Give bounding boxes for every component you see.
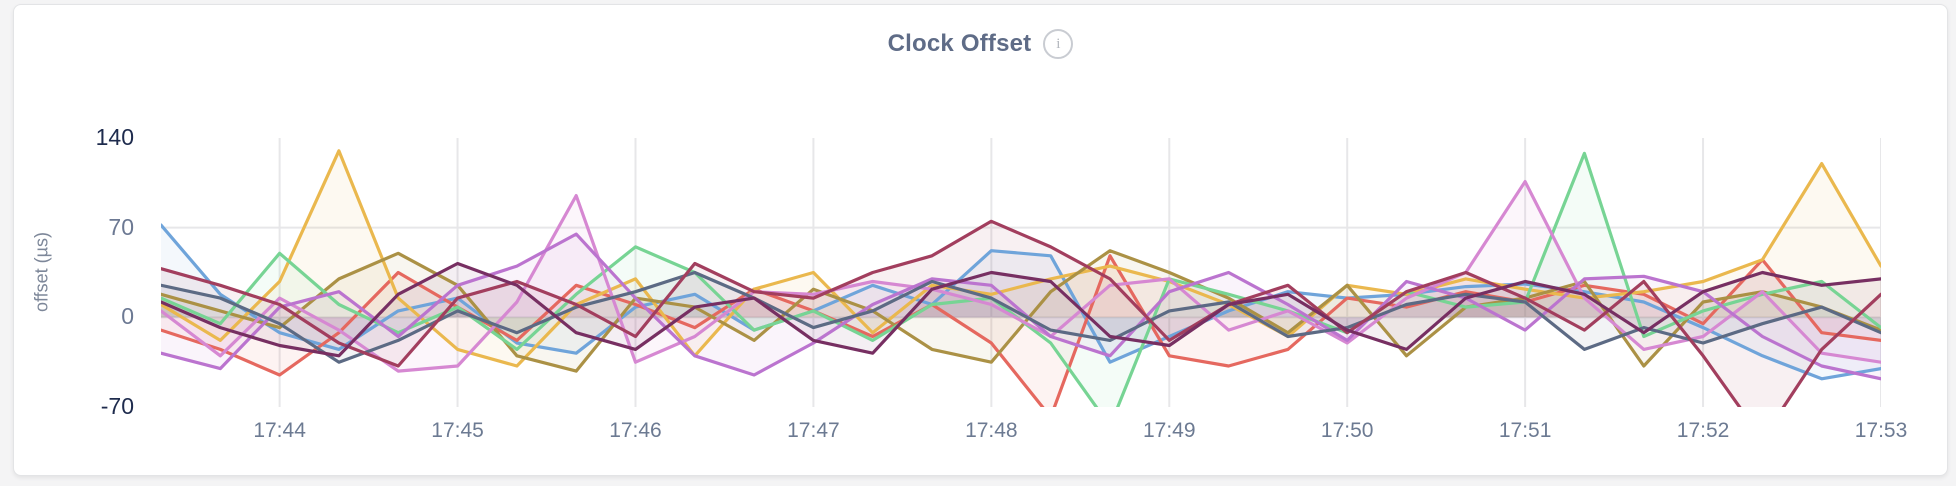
series-salmon-area — [161, 255, 1881, 407]
y-axis-label: offset (µs) — [31, 231, 52, 313]
x-tick-label: 17:48 — [965, 419, 1018, 442]
x-tick-label: 17:46 — [609, 419, 662, 442]
chart-header: Clock Offset i — [14, 29, 1947, 59]
series-violet-line — [161, 232, 1881, 381]
x-tick-label: 17:50 — [1320, 419, 1374, 442]
y-tick-label: 70 — [108, 213, 134, 240]
chart-title: Clock Offset — [887, 30, 1032, 57]
y-tick-label: 0 — [121, 303, 134, 330]
y-tick-label: -70 — [100, 393, 134, 419]
y-tick-label: 140 — [95, 124, 134, 150]
series-mint-area — [161, 153, 1881, 407]
info-icon[interactable]: i — [1043, 29, 1074, 59]
x-tick-label: 17:49 — [1142, 419, 1196, 442]
series-salmon-line — [161, 254, 1881, 407]
x-tick-label: 17:51 — [1498, 419, 1552, 442]
series-slate-line — [161, 270, 1881, 364]
x-tick-label: 17:45 — [431, 419, 484, 442]
series-orchid-line — [161, 179, 1881, 373]
series-maroon-line — [161, 219, 1881, 407]
clock-offset-card: Clock Offset i offset (µs) 140 70 0 -70 17:… — [13, 4, 1948, 476]
x-tick-label: 17:52 — [1676, 419, 1730, 442]
series-olive-line — [161, 249, 1881, 373]
series-violet-area — [161, 234, 1881, 379]
x-tick-label: 17:44 — [253, 419, 306, 442]
x-tick-label: 17:47 — [787, 419, 840, 442]
x-tick-label: 17:53 — [1854, 419, 1908, 442]
clock-offset-plot[interactable] — [161, 138, 1881, 407]
series-plum-line — [161, 261, 1881, 358]
